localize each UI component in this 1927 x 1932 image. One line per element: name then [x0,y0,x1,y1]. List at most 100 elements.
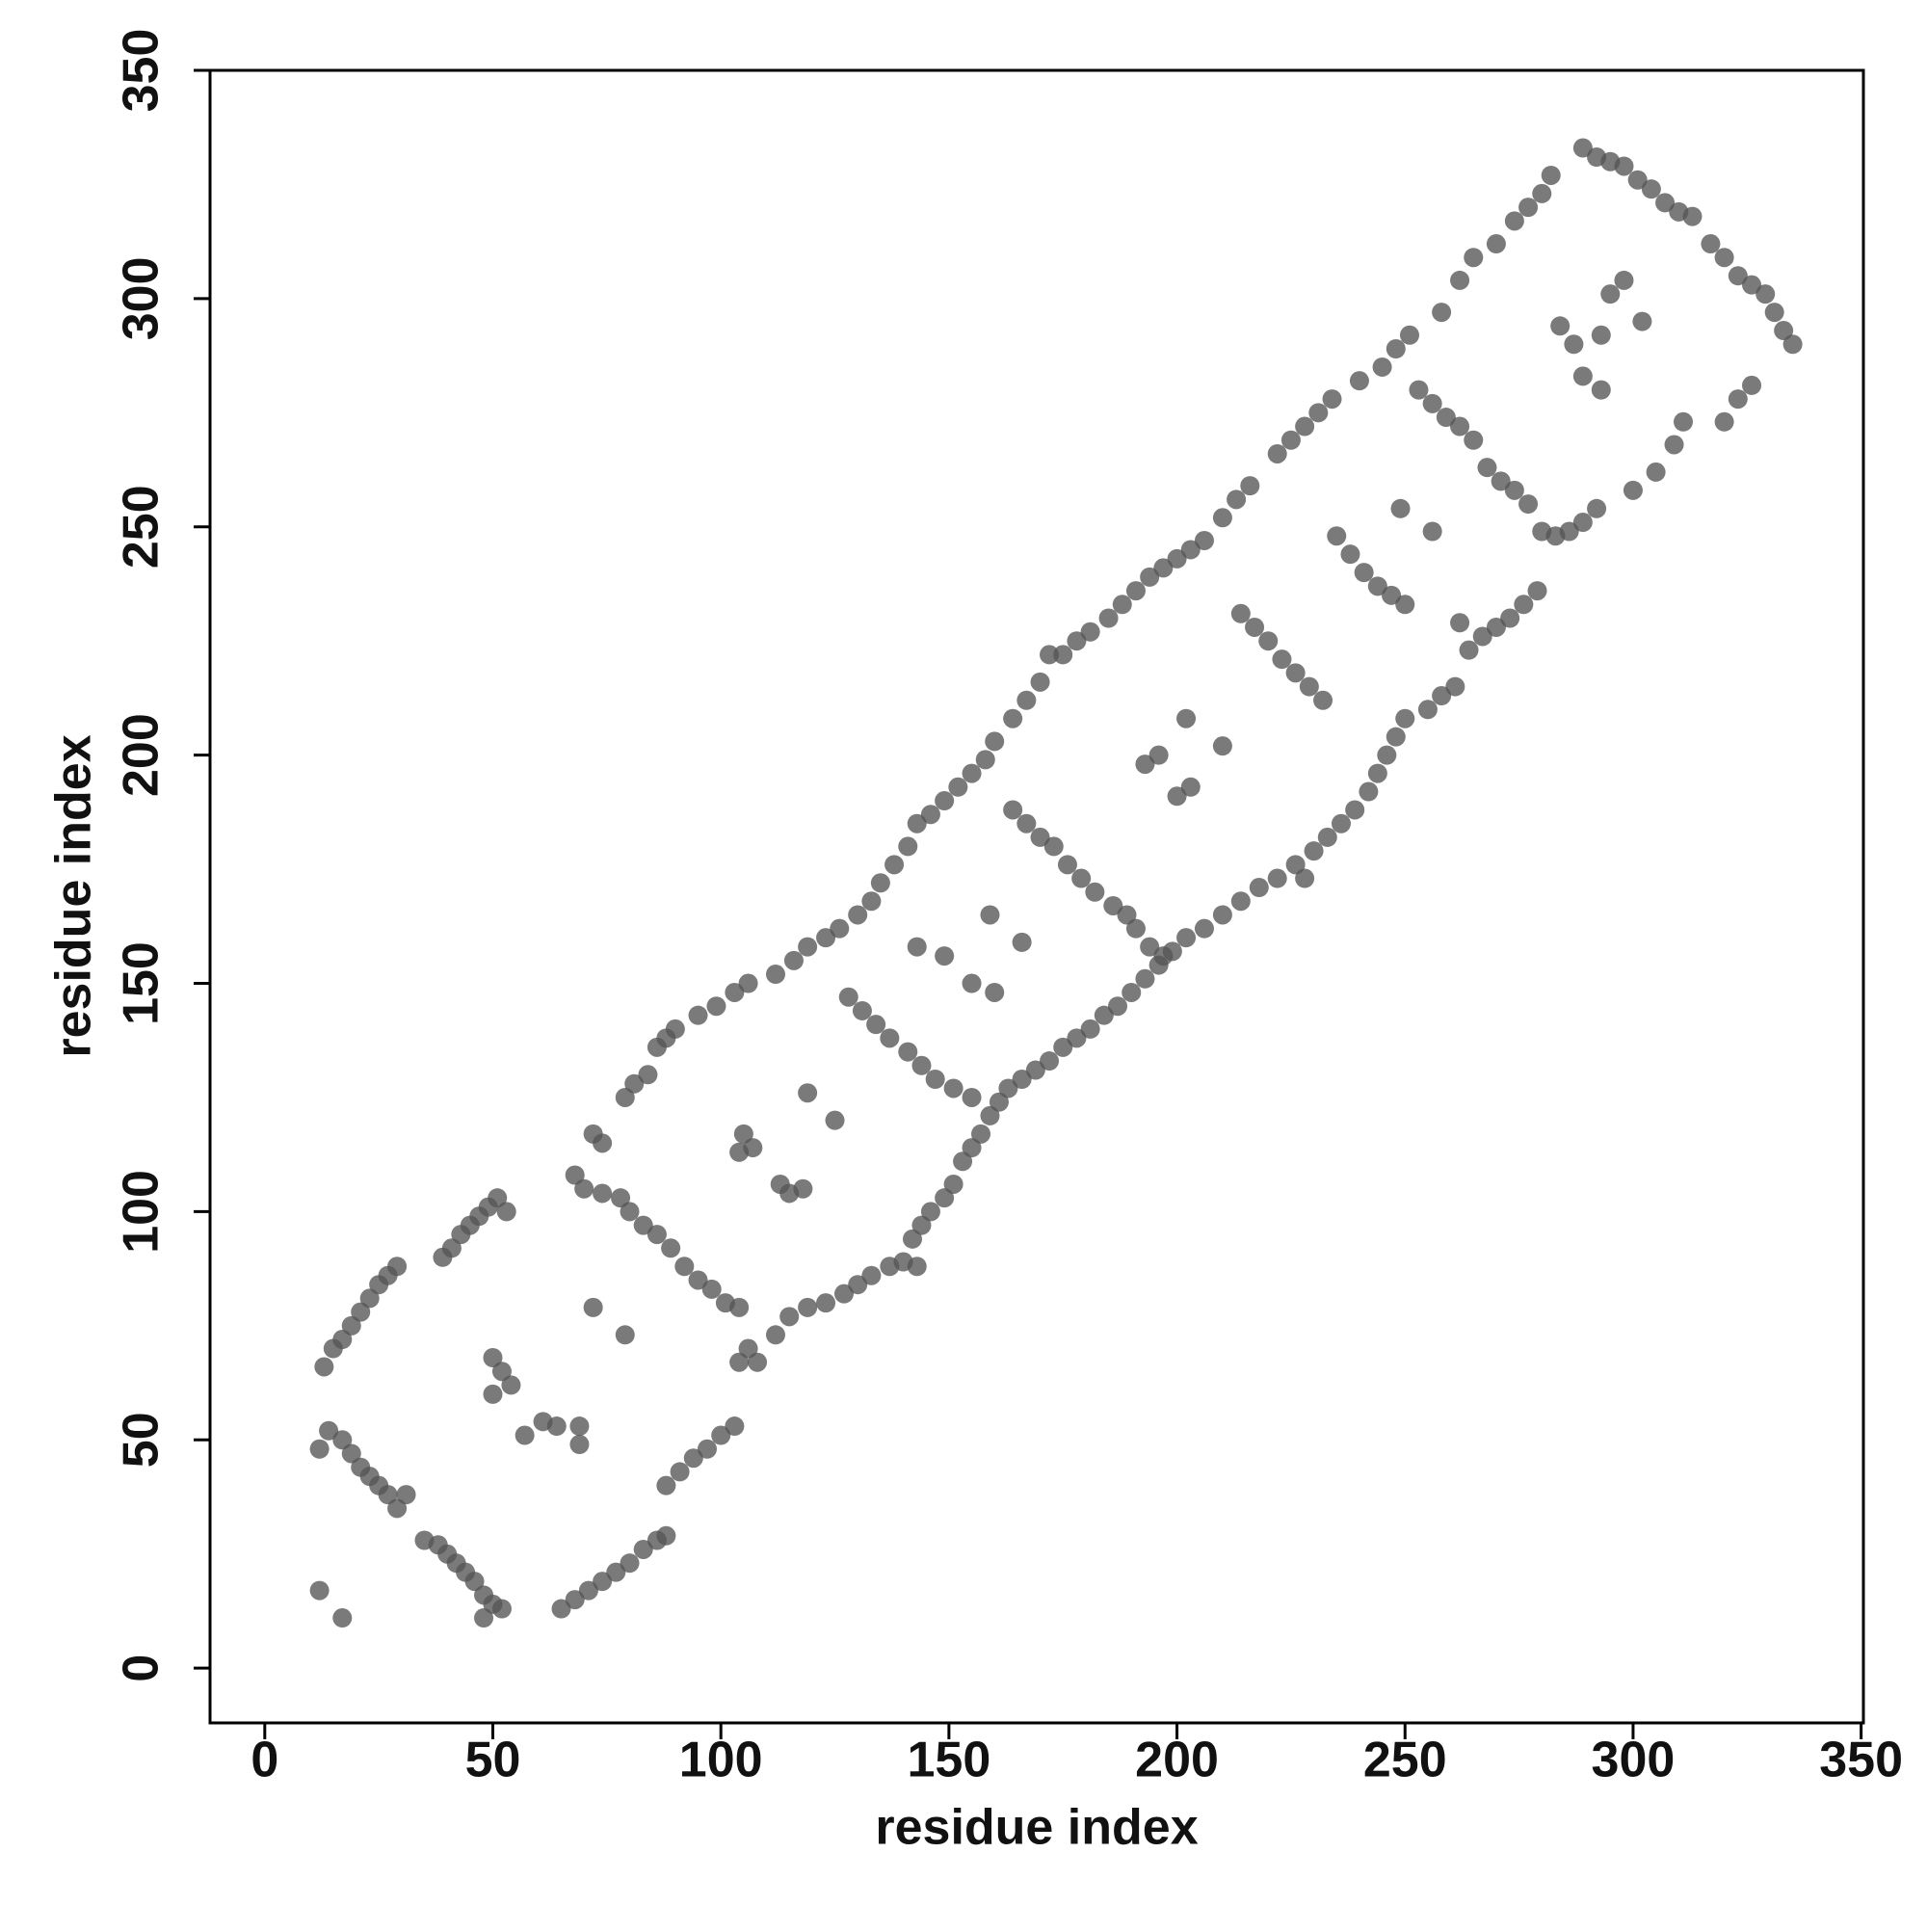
point [1317,827,1337,847]
point [1125,581,1146,601]
point [1422,393,1442,413]
point [1377,745,1397,765]
point [798,1083,818,1103]
point [971,1124,991,1144]
point [793,1178,813,1199]
point [1012,1070,1032,1090]
point [1600,284,1621,304]
point [565,1590,585,1610]
point [1153,946,1174,966]
point [1587,498,1607,518]
point [1714,248,1734,268]
point [866,1015,886,1035]
point [615,1325,635,1345]
point [1135,968,1155,989]
point [852,1000,872,1020]
point [515,1425,535,1445]
point [1012,932,1032,952]
point [1559,521,1579,542]
point [615,1087,635,1107]
point [943,1078,964,1098]
x-tick-label: 0 [251,1733,278,1788]
point [1532,183,1552,203]
point [1464,430,1484,450]
point [943,1174,964,1194]
point [798,1297,818,1317]
point [1349,371,1369,391]
point [1003,800,1023,820]
point [483,1384,503,1404]
point [638,1065,658,1085]
point [920,1202,940,1222]
point [1386,338,1406,358]
point [1304,841,1324,861]
point [725,982,745,1002]
point [1764,303,1784,323]
point [1395,708,1415,728]
point [980,1105,1000,1125]
point [1367,763,1387,783]
point [1016,813,1037,834]
point [1395,595,1415,615]
point [1399,325,1419,345]
point [1258,631,1279,651]
point [1632,311,1652,331]
point [1664,435,1684,455]
point [378,1485,398,1505]
point [962,973,982,993]
point [569,1416,590,1437]
point [1623,480,1643,500]
point [830,918,850,939]
point [441,1238,462,1258]
point [1472,626,1492,647]
point [738,973,758,993]
point [569,1435,590,1455]
point [1117,905,1137,925]
point [1094,1005,1114,1025]
point [611,1188,631,1208]
point [1125,918,1146,939]
point [688,1270,708,1290]
x-tick-label: 250 [1363,1733,1447,1788]
point [1450,270,1470,290]
point [309,1439,330,1459]
point [624,1073,645,1094]
point [1135,754,1155,775]
point [903,1229,923,1249]
point [1043,836,1064,857]
point [583,1297,603,1317]
point [1367,576,1387,596]
point [1080,1019,1100,1039]
point [574,1178,594,1199]
point [1591,325,1611,345]
point [1450,416,1470,437]
point [483,1347,503,1367]
point [546,1416,567,1437]
point [1053,1037,1073,1057]
point [1112,595,1132,615]
point [848,1275,868,1295]
point [1409,380,1429,400]
point [1614,156,1634,176]
point [1227,490,1247,510]
point [1122,982,1142,1002]
point [1674,411,1694,432]
point [848,905,868,925]
point [1436,408,1456,428]
point [1541,165,1561,185]
point [1212,508,1232,528]
point [1249,878,1269,898]
point [1267,868,1287,888]
point [1641,179,1661,199]
x-tick-label: 50 [465,1733,521,1788]
plot-frame [208,68,1865,1725]
point [1340,544,1360,565]
point [907,813,927,834]
point [1003,708,1023,728]
point [1742,375,1762,395]
point [656,1475,676,1495]
point [1308,403,1329,423]
point [911,1055,932,1075]
point [1714,411,1734,432]
x-tick-label: 100 [679,1733,763,1788]
